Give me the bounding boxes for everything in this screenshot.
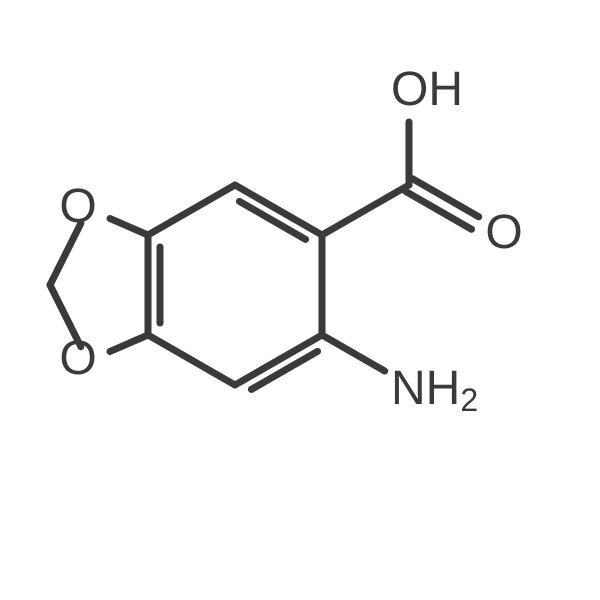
bond	[148, 185, 235, 235]
atom-label: NH2	[391, 362, 478, 419]
bond	[110, 219, 148, 235]
atom-label: O	[59, 180, 96, 233]
molecule-diagram: O O OH O NH2	[0, 0, 600, 600]
atom-label: O	[59, 332, 96, 385]
bond	[322, 335, 385, 371]
bond	[110, 335, 148, 351]
atom-label: OH	[391, 63, 463, 116]
bond	[148, 335, 235, 385]
atom-label: O	[485, 206, 522, 259]
bond	[322, 185, 409, 235]
